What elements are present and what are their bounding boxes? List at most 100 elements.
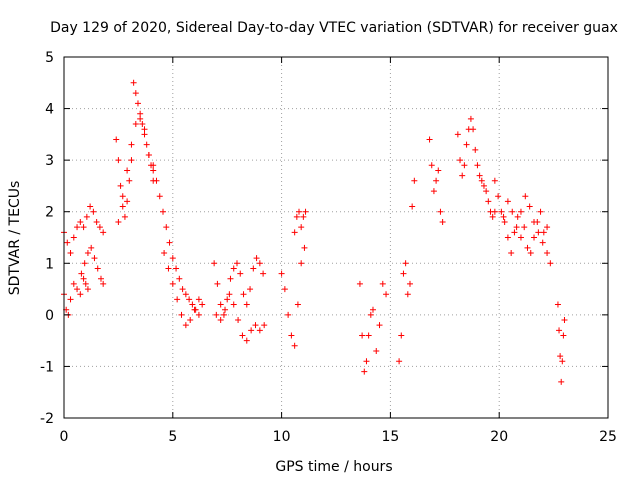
data-point bbox=[115, 219, 122, 226]
data-point bbox=[298, 260, 305, 267]
data-point bbox=[128, 157, 135, 164]
data-point bbox=[356, 280, 363, 287]
data-point bbox=[82, 280, 89, 287]
data-point bbox=[461, 162, 468, 169]
x-tick-label: 15 bbox=[381, 429, 399, 445]
data-point bbox=[361, 368, 368, 375]
x-tick-label: 25 bbox=[599, 429, 617, 445]
data-point bbox=[80, 275, 87, 282]
data-point bbox=[514, 213, 521, 220]
data-point bbox=[78, 270, 85, 277]
data-point bbox=[293, 213, 300, 220]
data-point bbox=[256, 260, 263, 267]
data-point bbox=[398, 332, 405, 339]
data-point bbox=[404, 291, 411, 298]
data-point bbox=[84, 286, 91, 293]
data-point bbox=[402, 260, 409, 267]
data-point bbox=[233, 260, 240, 267]
data-point bbox=[459, 172, 466, 179]
data-point bbox=[363, 358, 370, 365]
data-point bbox=[476, 172, 483, 179]
data-point bbox=[187, 317, 194, 324]
y-tick-label: 0 bbox=[45, 308, 54, 324]
data-point bbox=[539, 239, 546, 246]
data-point bbox=[239, 332, 246, 339]
x-tick-label: 20 bbox=[490, 429, 508, 445]
y-tick-label: 2 bbox=[45, 205, 54, 221]
data-point bbox=[169, 255, 176, 262]
data-point bbox=[213, 311, 220, 318]
data-point bbox=[191, 306, 198, 313]
data-point bbox=[230, 265, 237, 272]
data-points bbox=[61, 79, 568, 385]
data-point bbox=[96, 224, 103, 231]
data-point bbox=[150, 162, 157, 169]
data-point bbox=[84, 249, 91, 256]
data-point bbox=[373, 347, 380, 354]
data-point bbox=[396, 358, 403, 365]
data-point bbox=[454, 131, 461, 138]
data-point bbox=[70, 234, 77, 241]
data-point bbox=[485, 198, 492, 205]
data-point bbox=[227, 275, 234, 282]
data-point bbox=[173, 265, 180, 272]
data-point bbox=[67, 249, 74, 256]
data-point bbox=[508, 249, 515, 256]
data-point bbox=[517, 234, 524, 241]
x-tick-label: 10 bbox=[273, 429, 291, 445]
data-point bbox=[426, 136, 433, 143]
data-point bbox=[113, 136, 120, 143]
data-point bbox=[359, 332, 366, 339]
data-point bbox=[182, 322, 189, 329]
data-point bbox=[87, 203, 94, 210]
data-point bbox=[217, 301, 224, 308]
data-point bbox=[217, 317, 224, 324]
data-point bbox=[467, 115, 474, 122]
plot-frame bbox=[63, 56, 609, 419]
data-point bbox=[81, 260, 88, 267]
data-point bbox=[285, 311, 292, 318]
y-axis-label: SDTVAR / TECUs bbox=[7, 181, 23, 296]
data-point bbox=[430, 188, 437, 195]
data-point bbox=[141, 126, 148, 133]
data-point bbox=[243, 301, 250, 308]
data-point bbox=[500, 213, 507, 220]
data-point bbox=[522, 193, 529, 200]
data-point bbox=[537, 208, 544, 215]
data-point bbox=[83, 213, 90, 220]
data-point bbox=[119, 203, 126, 210]
data-point bbox=[439, 219, 446, 226]
chart-title: Day 129 of 2020, Sidereal Day-to-day VTE… bbox=[50, 20, 618, 36]
data-point bbox=[369, 306, 376, 313]
data-point bbox=[365, 332, 372, 339]
data-point bbox=[526, 203, 533, 210]
data-point bbox=[77, 291, 84, 298]
x-tick-labels: 0 5 10 15 20 25 bbox=[60, 429, 617, 445]
data-point bbox=[559, 358, 566, 365]
data-point bbox=[128, 141, 135, 148]
data-point bbox=[478, 177, 485, 184]
data-point bbox=[544, 224, 551, 231]
data-point bbox=[250, 265, 257, 272]
data-point bbox=[90, 208, 97, 215]
data-point bbox=[253, 255, 260, 262]
data-point bbox=[561, 317, 568, 324]
data-point bbox=[237, 270, 244, 277]
data-point bbox=[547, 260, 554, 267]
data-point bbox=[524, 244, 531, 251]
data-point bbox=[134, 100, 141, 107]
data-point bbox=[531, 219, 538, 226]
data-point bbox=[428, 162, 435, 169]
data-point bbox=[281, 286, 288, 293]
data-point bbox=[463, 141, 470, 148]
data-point bbox=[527, 249, 534, 256]
data-point bbox=[189, 301, 196, 308]
data-point bbox=[124, 167, 131, 174]
data-point bbox=[145, 151, 152, 158]
data-point bbox=[504, 198, 511, 205]
data-point bbox=[169, 280, 176, 287]
data-point bbox=[491, 177, 498, 184]
data-point bbox=[435, 167, 442, 174]
data-point bbox=[437, 208, 444, 215]
